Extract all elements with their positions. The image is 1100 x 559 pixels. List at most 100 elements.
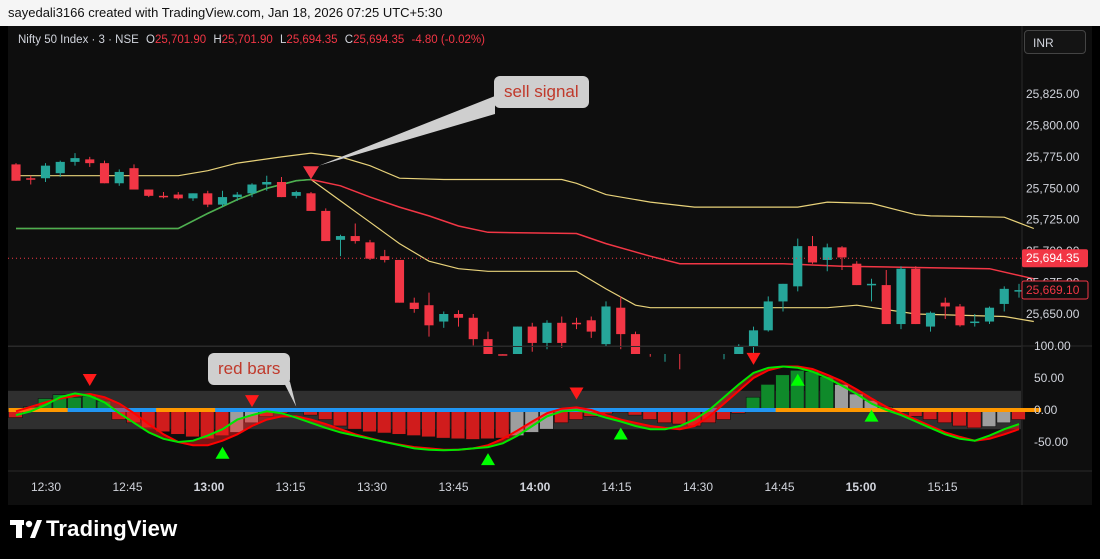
footer	[0, 505, 1100, 559]
candle	[173, 192, 183, 200]
candle	[763, 296, 773, 332]
candle	[129, 164, 139, 190]
candle-body	[468, 317, 478, 340]
candle-body	[970, 321, 980, 324]
candle-body	[424, 305, 434, 326]
candle-body	[203, 193, 213, 205]
candle	[291, 190, 301, 199]
change-value: -4.80 (-0.02%)	[411, 34, 485, 46]
high-label: H	[213, 34, 222, 46]
candle	[512, 326, 523, 354]
candle-body	[734, 346, 744, 354]
bearish-signal-marker	[746, 352, 761, 365]
candle	[527, 322, 537, 352]
candle	[55, 160, 65, 177]
candle-body	[763, 301, 773, 331]
candle	[734, 344, 744, 354]
candle	[409, 297, 419, 313]
candle	[852, 261, 862, 286]
candle-body	[247, 184, 257, 194]
candle-body	[158, 195, 169, 198]
candle-body	[350, 236, 360, 242]
price-label: 25,694.35	[1022, 249, 1088, 268]
bullish-signal-marker	[864, 409, 879, 422]
price-label: 25,669.10	[1021, 280, 1089, 300]
histogram-bar	[406, 409, 421, 436]
candle	[999, 286, 1009, 312]
candle-body	[955, 306, 965, 326]
candle-body	[601, 306, 611, 345]
histogram-bar	[465, 409, 480, 440]
candle-body	[542, 322, 552, 343]
bullish-signal-marker	[481, 453, 495, 466]
candle-body	[999, 288, 1009, 304]
candle-body	[586, 320, 596, 332]
histogram-bar	[170, 409, 185, 435]
time-tick-label: 13:15	[275, 480, 305, 494]
low-value: 25,694.35	[286, 34, 338, 46]
oscillator-tick-label: 50.00	[1034, 371, 1064, 385]
candle	[262, 175, 272, 191]
candle	[114, 169, 124, 186]
candle	[793, 238, 803, 292]
candle	[203, 190, 213, 208]
bearish-signal-marker	[245, 395, 259, 408]
histogram-bar	[332, 409, 348, 427]
candle	[232, 192, 242, 201]
time-tick-label: 14:15	[601, 480, 631, 494]
currency-button[interactable]: INR	[1024, 30, 1086, 54]
candle	[380, 249, 390, 263]
candle-body	[306, 193, 316, 211]
candle-body	[512, 326, 523, 354]
candle	[571, 317, 582, 330]
tradingview-logo-icon	[10, 520, 42, 538]
candle	[217, 190, 228, 208]
candle	[483, 331, 493, 354]
sell-signal-pointer	[319, 96, 495, 166]
signal-fill	[16, 366, 1019, 451]
high-value: 25,701.90	[221, 34, 273, 46]
candle-body	[748, 330, 759, 347]
candle-body	[925, 312, 936, 327]
candle	[925, 311, 936, 332]
candle-body	[114, 171, 124, 184]
histogram-bar	[480, 409, 495, 440]
price-tick-label: 25,775.00	[1026, 150, 1080, 164]
time-tick-label: 13:30	[357, 480, 387, 494]
open-value: 25,701.90	[154, 34, 207, 46]
close-label: C	[344, 34, 354, 46]
chart-frame[interactable]: 25,825.00 25,800.00 25,775.00 25,750.00 25,7…	[8, 26, 1092, 505]
candle-body	[409, 302, 419, 309]
histogram-bar	[347, 409, 362, 430]
sell-signal-marker	[303, 166, 319, 180]
candle	[896, 266, 906, 330]
time-tick-label: 14:30	[683, 480, 713, 494]
price-tick-label: 25,825.00	[1026, 87, 1080, 101]
brand-name: TradingView	[46, 516, 178, 541]
candle-body	[85, 159, 95, 164]
histogram-bar	[362, 409, 377, 433]
sell-signal-callout: sell signal	[494, 76, 589, 108]
candle-body	[439, 314, 449, 322]
candle	[321, 208, 331, 242]
candle	[144, 189, 154, 198]
candle	[11, 163, 21, 181]
price-label-bg	[1021, 280, 1089, 300]
histogram-bar	[819, 376, 834, 411]
candle-body	[321, 210, 331, 242]
candle	[866, 278, 877, 302]
candle	[822, 243, 832, 272]
candle-body	[276, 182, 287, 198]
candle	[365, 239, 375, 260]
price-label-bg	[1022, 249, 1088, 268]
histogram-bar	[377, 409, 392, 434]
candle	[911, 266, 921, 325]
candle-body	[55, 161, 65, 174]
candle	[807, 236, 818, 264]
chart-canvas[interactable]: 25,825.00 25,800.00 25,775.00 25,750.00 25,7…	[8, 26, 1092, 505]
time-tick-label: 13:45	[438, 480, 468, 494]
candle	[424, 292, 434, 337]
candle	[85, 156, 95, 167]
candle-body	[498, 354, 508, 356]
candle-body	[262, 182, 272, 185]
